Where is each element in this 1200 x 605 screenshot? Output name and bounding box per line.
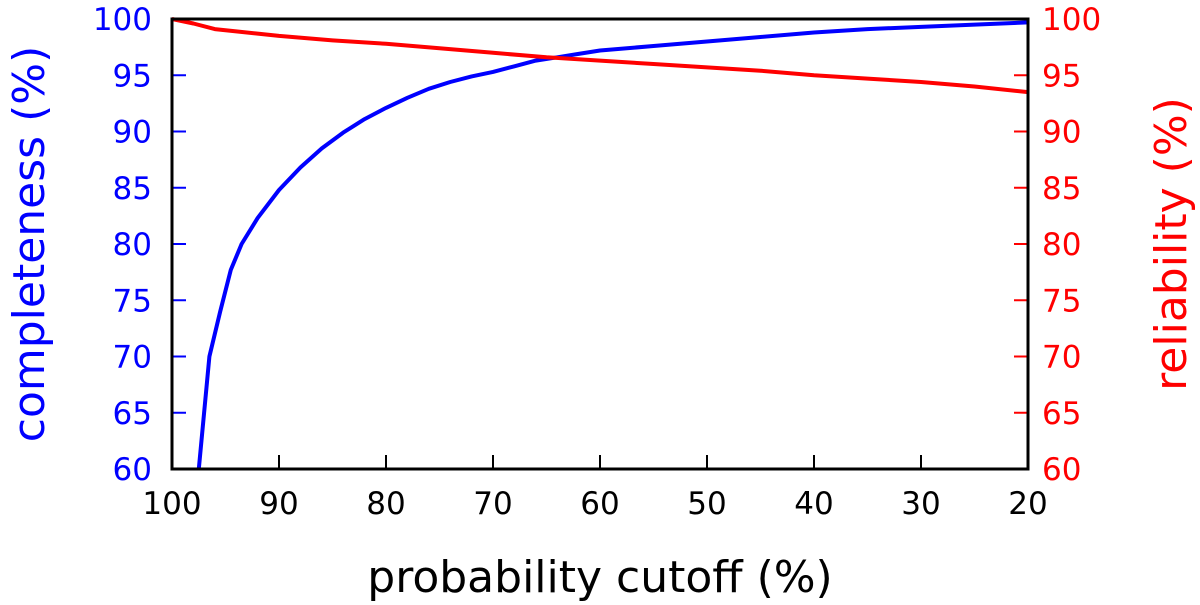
left-y-tick-label: 100 xyxy=(93,2,152,38)
left-y-tick-label: 80 xyxy=(113,227,152,263)
right-y-tick-label: 95 xyxy=(1042,58,1081,94)
right-y-axis-title: reliability (%) xyxy=(1146,97,1197,391)
right-y-tick-label: 70 xyxy=(1042,340,1081,376)
left-y-axis-title: completeness (%) xyxy=(4,46,55,442)
ticks: 100 90 80 70 60 50 40 30 20606570758085909510060… xyxy=(93,2,1101,522)
plot-frame xyxy=(170,17,1030,471)
right-y-tick-label: 85 xyxy=(1042,171,1081,207)
right-y-tick-label: 100 xyxy=(1042,2,1101,38)
completeness-line xyxy=(196,20,1029,470)
left-y-tick-label: 75 xyxy=(113,283,152,319)
left-y-tick-label: 70 xyxy=(113,340,152,376)
left-y-tick-label: 90 xyxy=(113,115,152,151)
right-y-tick-label: 75 xyxy=(1042,283,1081,319)
reliability-line xyxy=(171,17,1029,95)
x-tick-label: 90 xyxy=(259,486,298,522)
x-axis-title: probability cutoff (%) xyxy=(367,552,832,603)
x-tick-label: 70 xyxy=(473,486,512,522)
left-y-tick-label: 60 xyxy=(113,452,152,488)
left-y-tick-label: 65 xyxy=(113,396,152,432)
series-layer xyxy=(171,17,1029,470)
x-tick-label: 100 xyxy=(142,486,201,522)
right-y-tick-label: 60 xyxy=(1042,452,1081,488)
x-tick-label: 60 xyxy=(580,486,619,522)
right-y-tick-label: 90 xyxy=(1042,115,1081,151)
x-tick-label: 40 xyxy=(794,486,833,522)
x-tick-label: 30 xyxy=(901,486,940,522)
left-y-tick-label: 85 xyxy=(113,171,152,207)
x-tick-label: 20 xyxy=(1008,486,1047,522)
x-tick-label: 50 xyxy=(687,486,726,522)
x-tick-label: 80 xyxy=(366,486,405,522)
right-y-tick-label: 80 xyxy=(1042,227,1081,263)
right-y-tick-label: 65 xyxy=(1042,396,1081,432)
left-y-tick-label: 95 xyxy=(113,58,152,94)
